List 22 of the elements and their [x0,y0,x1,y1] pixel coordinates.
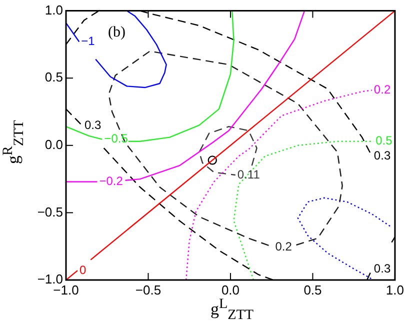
series-label: −0.2 [99,174,124,188]
line-series [297,197,391,280]
x-tick-label: −0.5 [135,282,162,298]
y-tick-label: 1.0 [44,2,63,18]
annotation: (b) [108,24,126,41]
series-label: 0 [80,262,87,277]
text: 0.3 [84,118,102,132]
x-tick-label: 0.0 [221,282,240,298]
text: 0.3 [374,148,391,162]
series-label: 0.5 [376,134,393,148]
y-tick-label: 0.0 [44,136,63,152]
y-tick-label: −1.0 [37,272,63,287]
y-tick-label: −0.5 [37,204,63,220]
x-tick-label: 0.5 [304,282,322,298]
series-label: 0.2 [275,239,292,254]
line-series [185,90,373,280]
series-label: −1 [81,34,96,48]
series-label: 0.3 [374,262,391,276]
series-label: 0.2 [374,82,391,97]
series-label: 0.11 [237,167,260,182]
y-tick-label: 0.5 [44,70,63,85]
x-tick-label: 1.0 [386,282,404,298]
